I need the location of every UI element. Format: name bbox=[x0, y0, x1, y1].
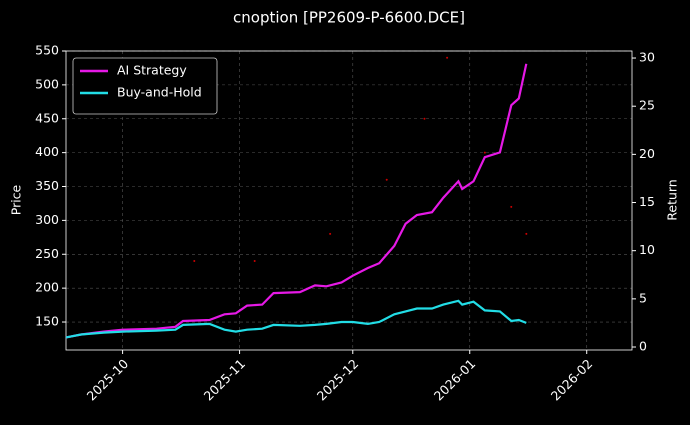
y-tick-label: 150 bbox=[35, 314, 59, 329]
y-tick-label: 350 bbox=[35, 178, 59, 193]
legend-label: AI Strategy bbox=[117, 63, 187, 78]
plot-frame bbox=[65, 50, 633, 351]
price-point bbox=[193, 260, 196, 263]
y2-tick-label: 30 bbox=[639, 50, 655, 65]
y2-tick-label: 0 bbox=[639, 339, 647, 354]
series-line bbox=[65, 299, 527, 339]
series-line bbox=[65, 63, 528, 339]
price-point bbox=[253, 260, 256, 263]
price-point bbox=[385, 178, 388, 181]
y2-axis-label: Return bbox=[665, 179, 680, 220]
price-point bbox=[446, 56, 449, 59]
y-tick-label: 300 bbox=[35, 212, 59, 227]
y-tick-label: 200 bbox=[35, 280, 59, 295]
y-axis-label: Price bbox=[9, 184, 24, 215]
y2-tick-label: 10 bbox=[639, 242, 655, 257]
y-tick-label: 450 bbox=[35, 110, 59, 125]
y-tick-label: 550 bbox=[35, 43, 59, 58]
price-point bbox=[329, 232, 332, 235]
y-tick-label: 500 bbox=[35, 76, 59, 91]
y-tick-label: 400 bbox=[35, 144, 59, 159]
y2-tick-label: 25 bbox=[639, 98, 655, 113]
legend-box bbox=[72, 57, 218, 115]
legend-label: Buy-and-Hold bbox=[117, 85, 202, 100]
y2-tick-label: 20 bbox=[639, 146, 655, 161]
chart-title: cnoption [PP2609-P-6600.DCE] bbox=[233, 9, 465, 27]
y2-tick-label: 5 bbox=[639, 290, 647, 305]
price-point bbox=[423, 117, 426, 120]
price-point bbox=[525, 232, 528, 235]
y2-tick-label: 15 bbox=[639, 194, 655, 209]
price-point bbox=[510, 205, 513, 208]
price-point bbox=[483, 151, 486, 154]
y-tick-label: 250 bbox=[35, 246, 59, 261]
